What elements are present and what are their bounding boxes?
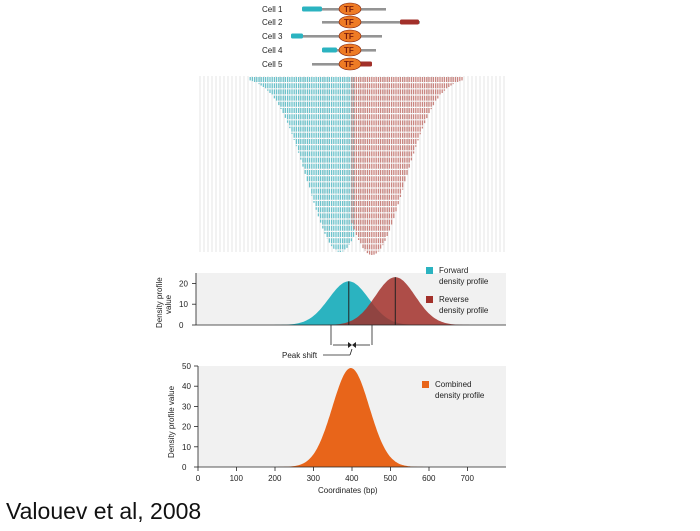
forward-legend-label-2: density profile <box>439 277 489 286</box>
peak-shift-label: Peak shift <box>282 351 318 360</box>
forward-density-area <box>196 281 506 325</box>
y-tick-label: 10 <box>179 300 188 309</box>
cell-label: Cell 2 <box>262 18 283 27</box>
sequenced-fragment <box>291 33 303 39</box>
combined-legend-label-2: density profile <box>435 391 485 400</box>
citation: Valouev et al, 2008 <box>6 498 202 524</box>
reverse-legend-swatch <box>426 296 433 303</box>
bottom-ylabel: Density profile value <box>167 385 176 458</box>
y-tick-label: 50 <box>182 362 191 371</box>
tf-protein <box>338 29 362 43</box>
tf-label: TF <box>344 60 354 69</box>
top-ylabel-line2: value <box>164 294 173 314</box>
x-tick-label: 600 <box>422 474 436 483</box>
combined-legend-swatch <box>422 381 429 388</box>
top-ylabel-line1: Density profile <box>155 277 164 328</box>
combined-legend-label-1: Combined <box>435 380 471 389</box>
reverse-legend-label-1: Reverse <box>439 295 469 304</box>
bottom-y-ticks: 0 10 20 30 40 50 <box>182 362 198 472</box>
tf-label: TF <box>344 32 354 41</box>
combined-density-area <box>198 368 506 467</box>
tf-protein <box>338 2 362 16</box>
cell-label: Cell 3 <box>262 32 283 41</box>
y-tick-label: 40 <box>182 382 191 391</box>
x-tick-label: 300 <box>307 474 321 483</box>
y-tick-label: 20 <box>179 279 188 288</box>
cell-label: Cell 5 <box>262 60 283 69</box>
peak-shift-annotation: Peak shift <box>282 325 373 360</box>
x-tick-label: 0 <box>196 474 201 483</box>
tf-label: TF <box>344 18 354 27</box>
y-tick-label: 30 <box>182 402 191 411</box>
x-tick-label: 400 <box>345 474 359 483</box>
top-y-ticks: 0 10 20 <box>179 279 196 330</box>
x-tick-label: 500 <box>384 474 398 483</box>
tf-protein <box>338 15 362 29</box>
forward-reverse-chart: 0 10 20 Density profile value Forward dens… <box>155 266 506 330</box>
reverse-legend-label-2: density profile <box>439 306 489 315</box>
x-tick-label: 700 <box>461 474 475 483</box>
y-tick-label: 20 <box>182 423 191 432</box>
sequenced-fragment <box>302 6 322 12</box>
sequenced-fragment <box>400 19 419 25</box>
bottom-xlabel: Coordinates (bp) <box>318 486 378 495</box>
x-tick-label: 200 <box>268 474 282 483</box>
y-tick-label: 0 <box>179 321 184 330</box>
read-stack <box>199 76 505 255</box>
sequenced-fragment <box>322 47 337 53</box>
bottom-x-ticks: 0 100 200 300 400 500 600 700 <box>196 467 475 483</box>
cell-diagram: Cell 1 TF Cell 2 TF Cell 3 TF Cell 4 TF Cell 5 TF <box>262 2 420 71</box>
tf-label: TF <box>344 46 354 55</box>
combined-chart: 0 10 20 30 40 50 0 100 200 300 400 500 600 700 Densi… <box>167 362 506 495</box>
tf-protein <box>338 57 362 71</box>
forward-legend-label-1: Forward <box>439 266 468 275</box>
cell-label: Cell 4 <box>262 46 283 55</box>
forward-legend-swatch <box>426 267 433 274</box>
tf-protein <box>338 43 362 57</box>
tf-label: TF <box>344 5 354 14</box>
y-tick-label: 0 <box>182 463 187 472</box>
y-tick-label: 10 <box>182 443 191 452</box>
cell-label: Cell 1 <box>262 5 283 14</box>
x-tick-label: 100 <box>230 474 244 483</box>
